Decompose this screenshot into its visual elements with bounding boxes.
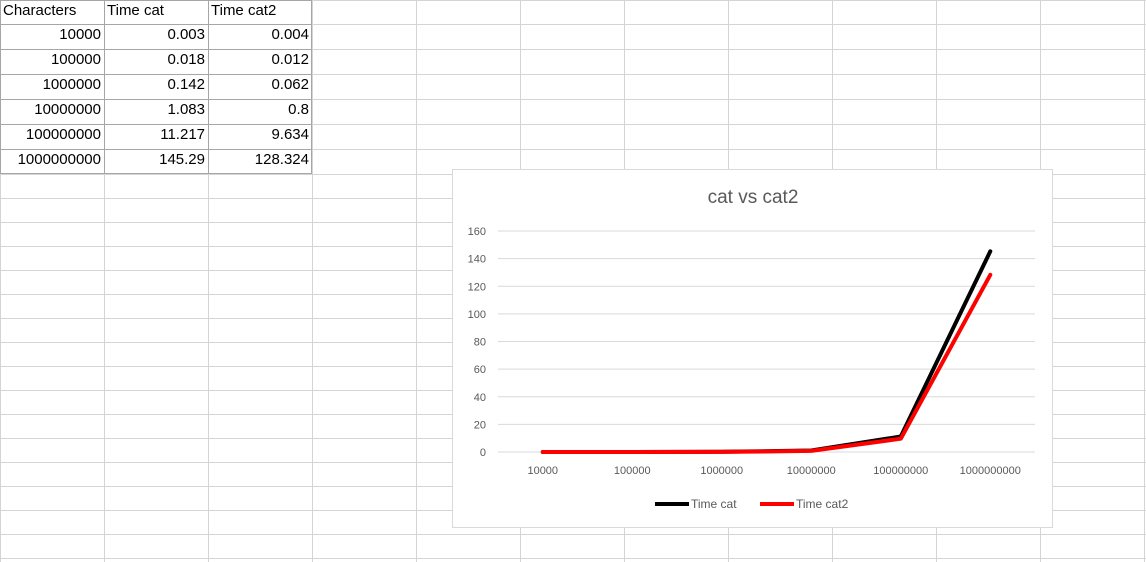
- table-cell[interactable]: 10000: [59, 26, 101, 43]
- header-cell-time-cat[interactable]: Time cat: [107, 2, 164, 19]
- table-cell[interactable]: 9.634: [271, 126, 309, 143]
- x-tick-label: 100000: [614, 465, 651, 477]
- table-cell[interactable]: 1000000000: [17, 151, 101, 168]
- table-cell[interactable]: 100000: [50, 51, 101, 68]
- series-layer: [540, 249, 993, 454]
- y-tick-label: 120: [468, 281, 486, 293]
- y-tick-label: 80: [474, 337, 486, 349]
- chart-legend[interactable]: Time cat Time cat2: [655, 497, 849, 511]
- table-cell[interactable]: 0.062: [271, 76, 309, 93]
- table-cell[interactable]: 100000000: [25, 126, 101, 143]
- table-cell[interactable]: 0.018: [167, 51, 205, 68]
- table-cell[interactable]: 0.012: [271, 51, 309, 68]
- y-tick-label: 140: [468, 254, 486, 266]
- table-cell[interactable]: 10000000: [34, 101, 101, 118]
- table-cell[interactable]: 1.083: [167, 101, 205, 118]
- chart-title: cat vs cat2: [708, 187, 799, 208]
- table-cell[interactable]: 128.324: [254, 151, 309, 168]
- y-tick-label: 60: [474, 364, 486, 376]
- table-cell[interactable]: 0.003: [167, 26, 205, 43]
- table-cell[interactable]: 11.217: [160, 126, 205, 143]
- y-tick-label: 160: [468, 226, 486, 238]
- x-axis-ticks: 10000 100000 1000000 10000000 100000000 10000…: [527, 465, 1020, 477]
- header-cell-time-cat2[interactable]: Time cat2: [211, 2, 277, 19]
- legend-label-time-cat2: Time cat2: [796, 497, 849, 511]
- table-cell[interactable]: 1000000: [42, 76, 101, 93]
- table-cell[interactable]: 0.004: [271, 26, 309, 43]
- x-tick-label: 10000: [527, 465, 558, 477]
- table-border: [0, 0, 312, 174]
- y-tick-label: 40: [474, 392, 486, 404]
- y-tick-label: 20: [474, 419, 486, 431]
- x-tick-label: 1000000: [700, 465, 743, 477]
- line-chart[interactable]: cat vs cat2 0 20 40 60 80 100 120 140 160 10000 1…: [452, 169, 1053, 528]
- x-tick-label: 100000000: [873, 465, 928, 477]
- series-line-time-cat2[interactable]: [540, 272, 993, 454]
- y-tick-label: 0: [480, 447, 486, 459]
- y-tick-label: 100: [468, 309, 486, 321]
- header-cell-characters[interactable]: Characters: [3, 2, 77, 19]
- y-axis-ticks: 0 20 40 60 80 100 120 140 160: [468, 226, 486, 459]
- table-cell[interactable]: 145.29: [159, 151, 205, 168]
- table-cell[interactable]: 0.142: [167, 76, 205, 93]
- x-tick-label: 1000000000: [960, 465, 1021, 477]
- x-tick-label: 10000000: [787, 465, 836, 477]
- series-line-time-cat[interactable]: [540, 249, 993, 454]
- legend-label-time-cat: Time cat: [691, 497, 737, 511]
- table-cell[interactable]: 0.8: [288, 101, 309, 118]
